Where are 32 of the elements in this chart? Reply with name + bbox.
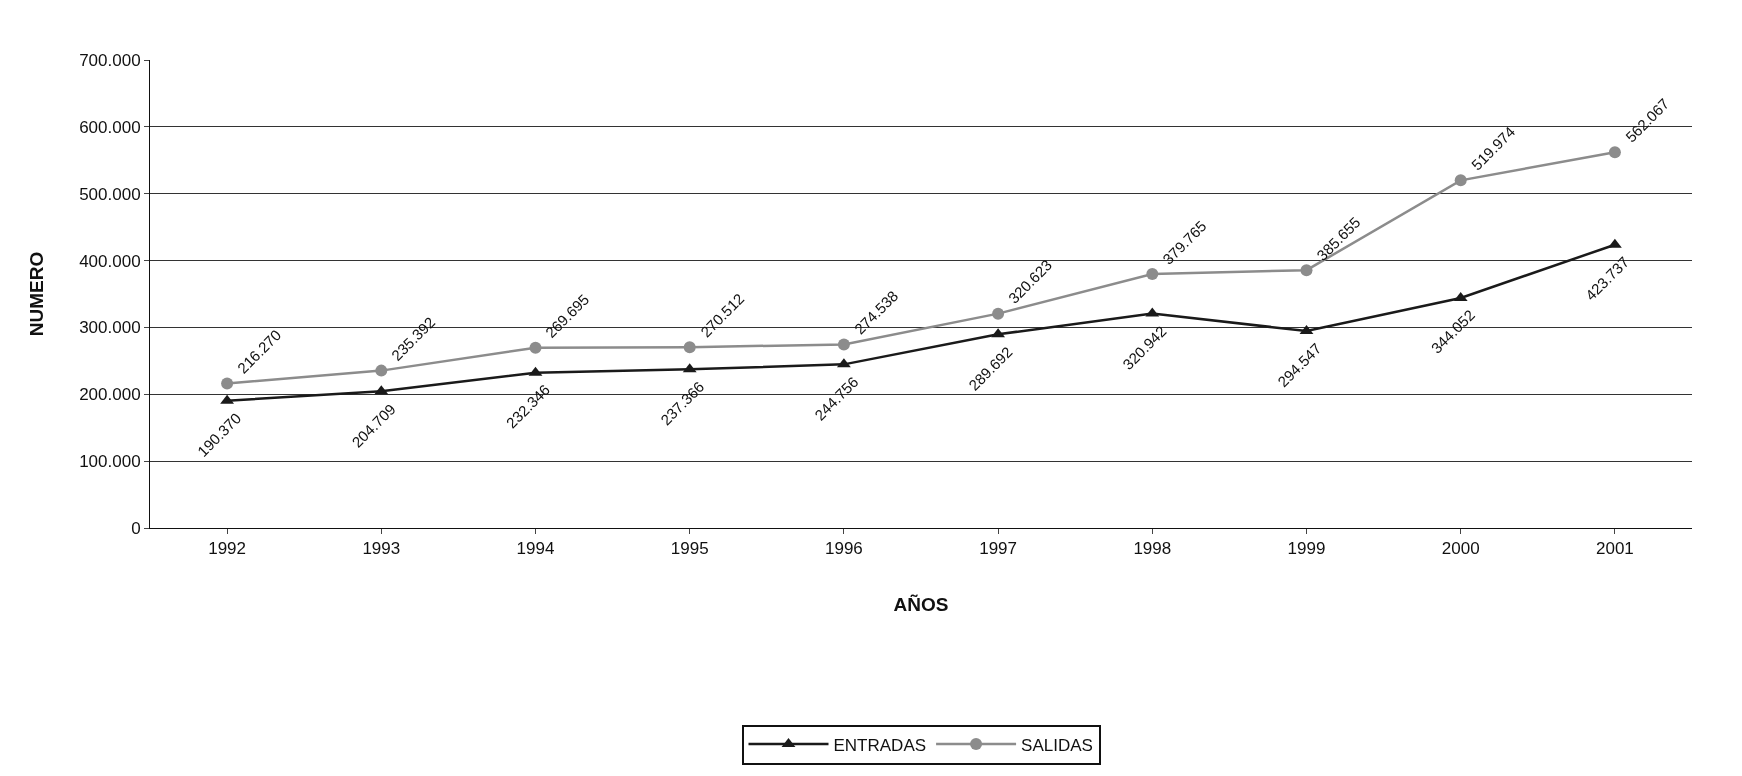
x-tick-label: 1999 [1287, 539, 1326, 559]
point [683, 341, 696, 354]
point [375, 364, 388, 377]
x-axis-title: AÑOS [893, 594, 949, 616]
x-tick-label: 1997 [979, 539, 1018, 559]
y-tick-label: 700.000 [79, 50, 141, 70]
legend-label: ENTRADAS [833, 735, 927, 755]
point [1454, 174, 1467, 187]
x-tick-label: 1992 [208, 539, 247, 559]
y-tick-label: 200.000 [79, 385, 141, 405]
point [1608, 146, 1621, 159]
x-tick-label: 1995 [670, 539, 709, 559]
x-tick-label: 1994 [516, 539, 555, 559]
point [1300, 264, 1313, 277]
x-tick-label: 1998 [1133, 539, 1172, 559]
y-tick-label: 300.000 [79, 318, 141, 338]
point [992, 307, 1005, 320]
point [837, 338, 850, 351]
y-tick-label: 400.000 [79, 251, 141, 271]
y-tick-label: 600.000 [79, 117, 141, 137]
y-tick-label: 500.000 [79, 184, 141, 204]
y-tick-label: 0 [131, 518, 141, 538]
y-tick-label: 100.000 [79, 452, 141, 472]
y-axis-title: NUMERO [26, 251, 47, 337]
point [221, 377, 234, 390]
legend-label: SALIDAS [1021, 735, 1093, 755]
x-tick-label: 2000 [1441, 539, 1480, 559]
x-tick-label: 2001 [1595, 539, 1634, 559]
point [1146, 268, 1159, 281]
x-tick-label: 1996 [824, 539, 863, 559]
x-tick-label: 1993 [362, 539, 401, 559]
point [529, 341, 542, 354]
